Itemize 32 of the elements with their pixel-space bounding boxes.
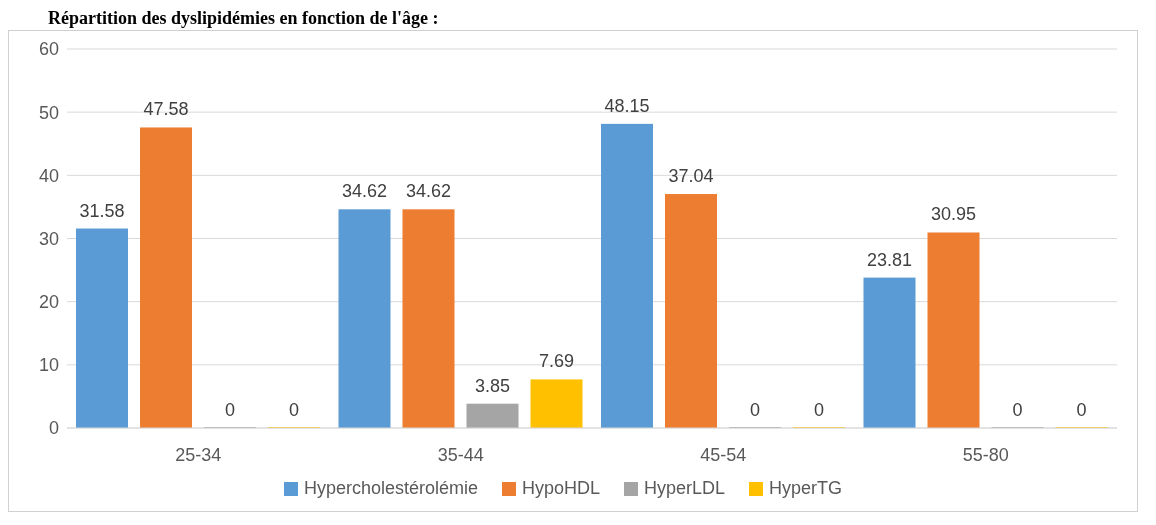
data-label: 34.62 — [341, 181, 388, 202]
y-tick-label: 40 — [38, 165, 59, 186]
x-tick-label: 25-34 — [175, 444, 222, 465]
data-label: 0 — [749, 400, 761, 420]
data-label: 48.15 — [604, 95, 650, 116]
legend-label: HyperTG — [769, 478, 843, 499]
legend-label: HypoHDL — [521, 478, 601, 499]
x-tick-label: 45-54 — [700, 444, 747, 465]
y-tick-label: 20 — [38, 292, 59, 313]
data-label: 31.58 — [79, 200, 125, 221]
data-label: 23.81 — [866, 249, 913, 270]
data-label: 0 — [288, 400, 300, 420]
data-label: 34.62 — [405, 181, 452, 202]
data-label: 30.95 — [930, 204, 977, 225]
legend-label: HyperLDL — [644, 478, 726, 499]
legend-label: Hypercholestérolémie — [303, 478, 478, 499]
chart-title: Répartition des dyslipidémies en fonction de l'âge : — [47, 8, 440, 30]
data-label: 7.69 — [538, 351, 575, 372]
data-label: 0 — [1076, 400, 1087, 420]
y-tick-label: 30 — [38, 228, 59, 249]
data-label: 0 — [224, 400, 236, 420]
data-label: 37.04 — [668, 166, 714, 187]
x-tick-label: 55-80 — [962, 444, 1009, 465]
y-tick-label: 0 — [48, 418, 59, 439]
y-tick-label: 50 — [38, 102, 59, 123]
x-tick-label: 35-44 — [437, 444, 484, 465]
data-label: 0 — [813, 400, 825, 420]
data-label: 3.85 — [474, 375, 511, 396]
y-tick-label: 10 — [38, 355, 59, 376]
y-tick-label: 60 — [38, 39, 59, 60]
data-label: 0 — [1012, 400, 1023, 420]
data-label: 47.58 — [143, 99, 189, 120]
